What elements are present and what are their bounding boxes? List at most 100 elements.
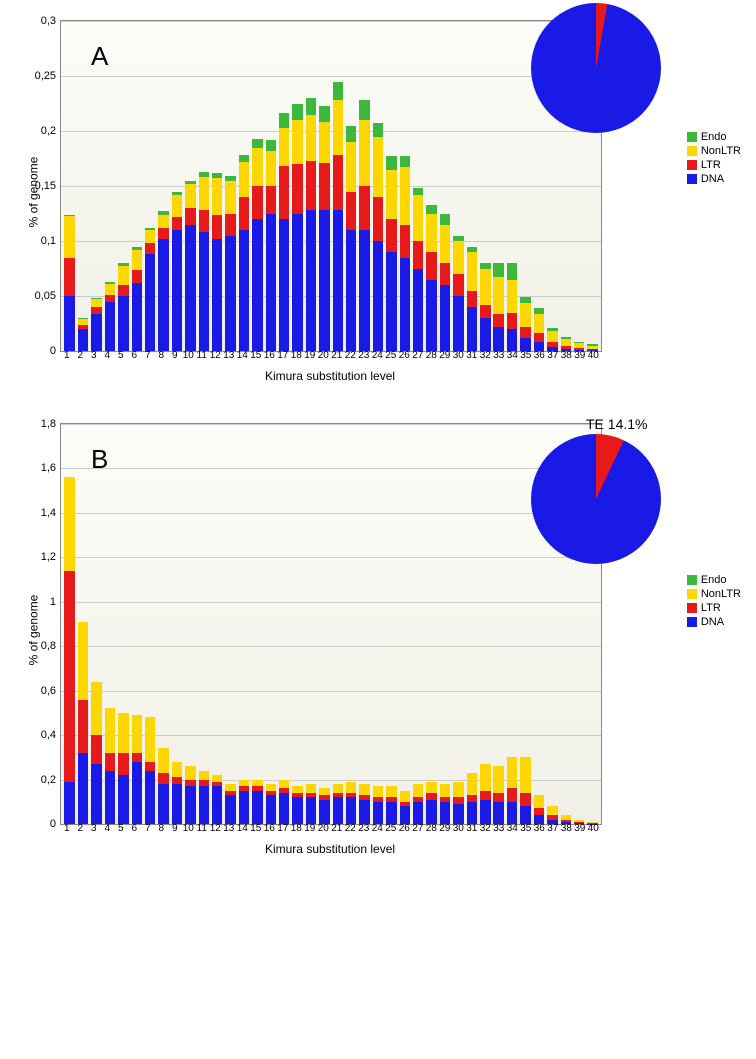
stacked-bar — [561, 337, 571, 351]
y-tick-label: 1,2 — [26, 551, 56, 563]
y-tick-label: 0,3 — [26, 15, 56, 27]
x-tick-label: 13 — [222, 350, 236, 361]
stacked-bar — [346, 782, 356, 824]
bar-segment-nonltr — [225, 181, 235, 214]
bar-segment-dna — [480, 318, 490, 351]
bar-segment-ltr — [319, 163, 329, 210]
x-tick-label: 20 — [317, 823, 331, 834]
legend-item: Endo — [687, 131, 741, 143]
bar-segment-endo — [306, 98, 316, 115]
x-tick-label: 11 — [195, 350, 209, 361]
bar-group — [465, 424, 478, 824]
x-tick-label: 29 — [438, 823, 452, 834]
bar-segment-nonltr — [212, 178, 222, 214]
bar-segment-endo — [440, 214, 450, 225]
bar-segment-endo — [386, 156, 396, 169]
legend-label: DNA — [701, 173, 724, 185]
bar-segment-nonltr — [346, 782, 356, 793]
stacked-bar — [386, 786, 396, 824]
bar-segment-dna — [306, 210, 316, 351]
x-tick-labels: 1234567891011121314151617181920212223242… — [60, 350, 600, 361]
bar-segment-ltr — [292, 164, 302, 214]
bar-segment-nonltr — [212, 775, 222, 782]
stacked-bar — [225, 176, 235, 351]
stacked-bar — [185, 181, 195, 351]
bar-segment-nonltr — [319, 122, 329, 163]
legend-item: NonLTR — [687, 145, 741, 157]
x-tick-label: 1 — [60, 350, 74, 361]
y-tick-label: 0,25 — [26, 70, 56, 82]
bar-group — [90, 424, 103, 824]
bar-segment-dna — [279, 793, 289, 824]
x-tick-label: 38 — [560, 350, 574, 361]
y-tick-label: 0,2 — [26, 125, 56, 137]
x-tick-labels: 1234567891011121314151617181920212223242… — [60, 823, 600, 834]
legend-swatch — [687, 589, 697, 599]
y-tick-label: 1,4 — [26, 507, 56, 519]
bar-segment-nonltr — [547, 806, 557, 815]
bar-group — [385, 424, 398, 824]
bar-segment-ltr — [306, 161, 316, 211]
stacked-bar — [132, 247, 142, 351]
bar-segment-nonltr — [279, 128, 289, 167]
stacked-bar — [520, 297, 530, 351]
legend-swatch — [687, 146, 697, 156]
bar-segment-dna — [132, 283, 142, 351]
bar-group — [103, 424, 116, 824]
x-tick-label: 3 — [87, 350, 101, 361]
bar-segment-ltr — [507, 788, 517, 801]
x-tick-label: 16 — [263, 350, 277, 361]
stacked-bar — [333, 784, 343, 824]
x-tick-label: 30 — [452, 823, 466, 834]
bar-group — [143, 21, 156, 351]
x-tick-label: 17 — [276, 823, 290, 834]
bar-segment-ltr — [185, 208, 195, 225]
plot-area: B00,20,40,60,811,21,41,61,8TE 14.1%EndoN… — [60, 423, 602, 825]
legend-label: Endo — [701, 131, 727, 143]
bar-segment-dna — [507, 802, 517, 824]
bar-segment-dna — [212, 786, 222, 824]
bar-segment-ltr — [493, 314, 503, 327]
bar-segment-ltr — [359, 186, 369, 230]
stacked-bar — [400, 791, 410, 824]
bar-group — [452, 21, 465, 351]
y-tick-label: 1,8 — [26, 418, 56, 430]
x-tick-label: 2 — [74, 350, 88, 361]
x-tick-label: 3 — [87, 823, 101, 834]
bar-segment-nonltr — [252, 780, 262, 787]
stacked-bar — [105, 282, 115, 351]
stacked-bar — [319, 106, 329, 351]
legend-item: DNA — [687, 616, 741, 628]
stacked-bar — [292, 104, 302, 352]
legend-swatch — [687, 132, 697, 142]
bar-segment-nonltr — [507, 757, 517, 788]
bar-segment-nonltr — [145, 717, 155, 761]
x-tick-label: 37 — [546, 823, 560, 834]
x-tick-label: 39 — [573, 823, 587, 834]
bar-segment-nonltr — [534, 314, 544, 334]
bar-segment-nonltr — [239, 162, 249, 197]
bar-group — [210, 21, 223, 351]
x-tick-label: 31 — [465, 823, 479, 834]
bar-segment-nonltr — [467, 773, 477, 795]
bar-segment-dna — [252, 791, 262, 824]
bar-segment-ltr — [480, 305, 490, 318]
stacked-bar — [467, 247, 477, 352]
y-tick-label: 0,2 — [26, 774, 56, 786]
bar-segment-dna — [145, 254, 155, 351]
bar-segment-dna — [400, 806, 410, 824]
stacked-bar — [279, 780, 289, 824]
bar-segment-nonltr — [493, 277, 503, 313]
bar-segment-ltr — [199, 210, 209, 232]
legend-item: Endo — [687, 574, 741, 586]
bar-segment-ltr — [105, 753, 115, 771]
bar-segment-dna — [386, 252, 396, 351]
bar-group — [210, 424, 223, 824]
stacked-bar — [453, 782, 463, 824]
stacked-bar — [507, 263, 517, 351]
bar-segment-dna — [199, 786, 209, 824]
bar-segment-dna — [426, 800, 436, 824]
bar-segment-dna — [359, 800, 369, 824]
bar-segment-dna — [359, 230, 369, 351]
bar-segment-ltr — [132, 753, 142, 762]
